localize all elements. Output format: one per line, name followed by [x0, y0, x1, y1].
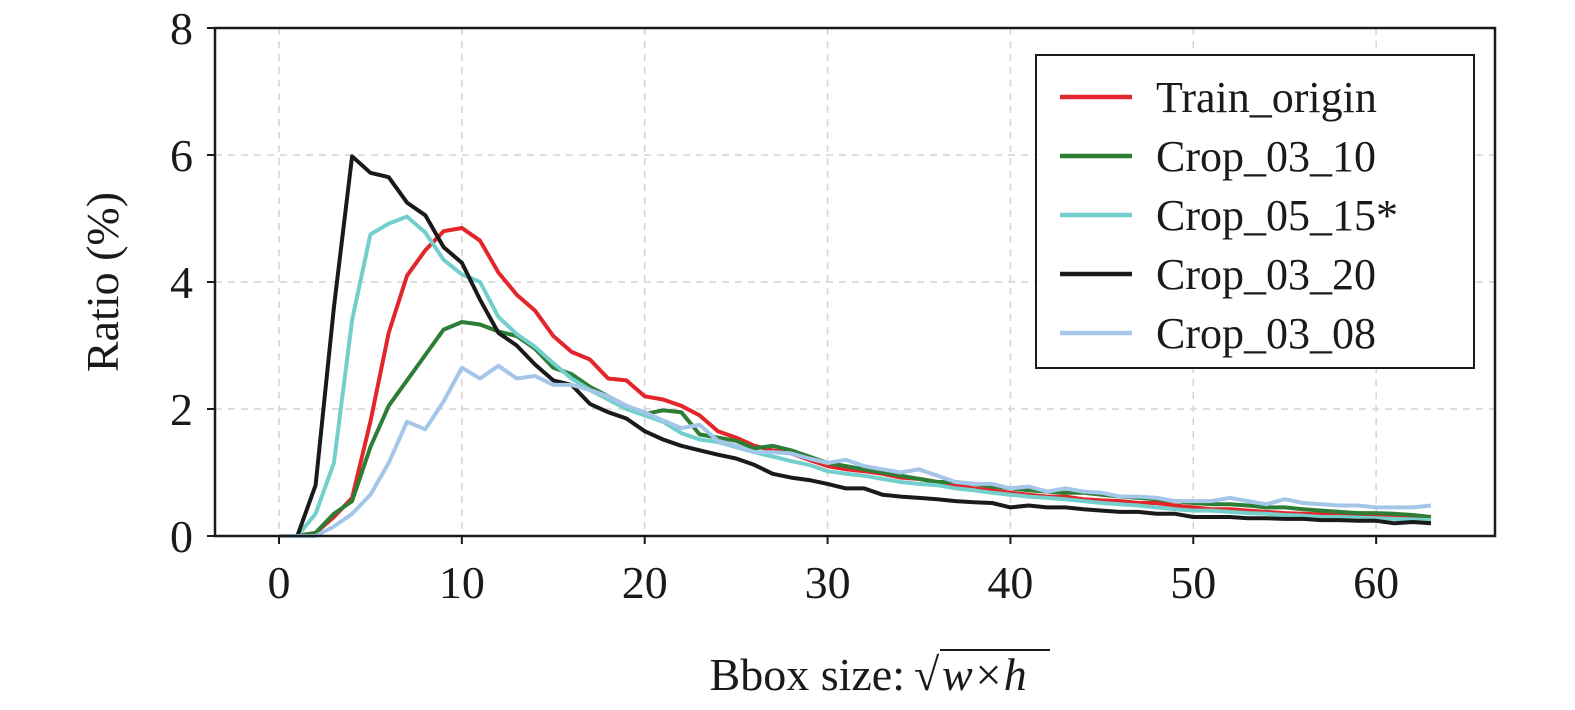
- series-line-crop-03-20: [279, 154, 1432, 538]
- legend-box: [1035, 54, 1475, 369]
- x-axis-label-expr: w×h: [942, 649, 1027, 700]
- x-axis-label-radical: √: [914, 649, 940, 700]
- y-tick-label: 6: [170, 130, 193, 181]
- x-axis-label-text: Bbox size:: [710, 649, 905, 700]
- x-tick-label: 30: [805, 557, 851, 608]
- legend: Train_origin Crop_03_10 Crop_05_15* Crop_03…: [1035, 54, 1475, 369]
- x-axis-label: Bbox size: √ w×h: [710, 649, 1050, 700]
- x-tick-label: 60: [1353, 557, 1399, 608]
- series-line-crop-03-10: [279, 320, 1432, 538]
- series-lines: [279, 154, 1432, 538]
- y-tick-label: 0: [170, 511, 193, 562]
- legend-label-train-origin: Train_origin: [1156, 73, 1377, 122]
- legend-label-crop-03-10: Crop_03_10: [1156, 132, 1376, 181]
- x-tick-label: 10: [439, 557, 485, 608]
- legend-label-crop-03-20: Crop_03_20: [1156, 250, 1376, 299]
- x-tick-label: 40: [987, 557, 1033, 608]
- y-tick-label: 8: [170, 3, 193, 54]
- series-line-train-origin: [279, 226, 1432, 538]
- legend-label-crop-05-15: Crop_05_15*: [1156, 191, 1398, 240]
- y-axis-label: Ratio (%): [77, 192, 128, 372]
- legend-label-crop-03-08: Crop_03_08: [1156, 309, 1376, 358]
- axis-ticks: 0 10 20 30 40 50 60 0 2 4 6 8: [170, 3, 1399, 608]
- y-tick-label: 2: [170, 384, 193, 435]
- x-tick-label: 20: [622, 557, 668, 608]
- y-tick-label: 4: [170, 257, 193, 308]
- series-line-crop-03-08: [279, 363, 1432, 538]
- x-tick-label: 50: [1170, 557, 1216, 608]
- x-tick-label: 0: [268, 557, 291, 608]
